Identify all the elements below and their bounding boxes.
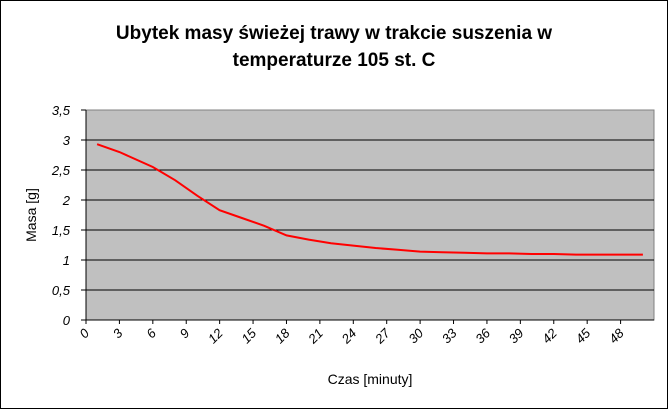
x-tick-label: 24 — [338, 326, 360, 348]
y-tick-labels: 0 0,5 1 1,5 2 2,5 3 3,5 — [51, 103, 71, 328]
y-axis-title: Masa [g] — [23, 188, 39, 242]
y-tick-label: 0 — [63, 313, 71, 328]
x-tick-label: 30 — [405, 325, 426, 346]
x-tick-label: 21 — [304, 326, 326, 348]
x-tick-label: 18 — [272, 325, 293, 346]
gridlines — [86, 139, 654, 291]
chart-title-line-1: Ubytek masy świeżej trawy w trakcie susz… — [115, 23, 553, 44]
series-line — [96, 143, 643, 256]
x-tick-label: 48 — [606, 325, 627, 346]
x-tick-label: 6 — [143, 325, 159, 341]
x-tick-label: 39 — [506, 326, 527, 347]
y-tick-label: 2,5 — [51, 163, 71, 178]
x-tick-label: 45 — [572, 325, 593, 346]
x-tick-label: 12 — [205, 325, 226, 346]
x-tick-label: 33 — [439, 325, 460, 346]
chart-title: Ubytek masy świeżej trawy w trakcie susz… — [0, 20, 668, 74]
axes — [81, 109, 654, 324]
y-tick-label: 3 — [63, 133, 71, 148]
plot-area — [85, 109, 655, 321]
x-tick-label: 0 — [76, 325, 92, 341]
y-tick-label: 2 — [62, 193, 71, 208]
y-tick-label: 1 — [63, 253, 70, 268]
x-tick-label: 42 — [539, 325, 560, 346]
x-tick-labels: 0 3 6 9 12 15 18 21 24 27 30 33 36 39 42 45 48 — [76, 325, 627, 347]
series-group — [96, 143, 643, 256]
y-tick-label: 3,5 — [52, 103, 71, 118]
y-tick-label: 1,5 — [52, 223, 71, 238]
chart-title-line-2: temperaturze 105 st. C — [232, 50, 436, 71]
x-tick-label: 27 — [371, 325, 393, 347]
x-tick-label: 9 — [177, 326, 193, 342]
x-tick-label: 15 — [238, 325, 259, 346]
x-tick-label: 36 — [472, 325, 493, 346]
y-tick-label: 0,5 — [52, 283, 71, 298]
x-axis-title: Czas [minuty] — [328, 371, 413, 387]
x-tick-label: 3 — [110, 325, 126, 341]
